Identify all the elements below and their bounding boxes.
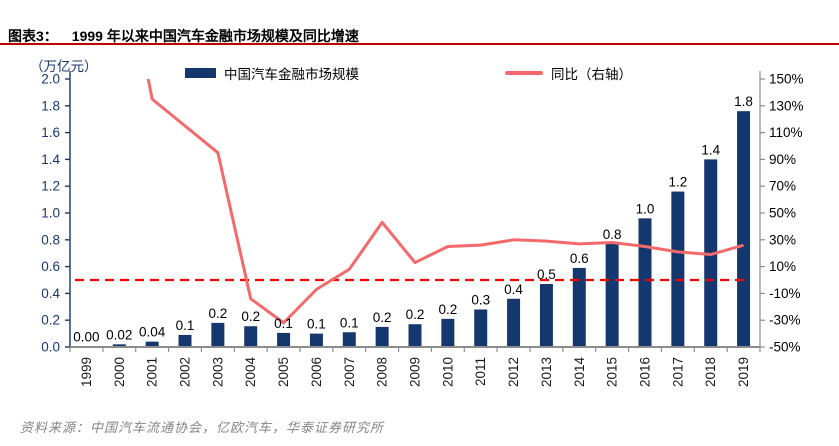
bar-data-label-2008: 0.2 — [373, 310, 392, 325]
legend-bar-label: 中国汽车金融市场规模 — [224, 67, 359, 82]
bar-data-label-2012: 0.4 — [504, 282, 523, 297]
x-axis-label-2011: 2011 — [473, 357, 488, 386]
figure-label: 图表3： — [8, 28, 58, 44]
x-axis-label-2005: 2005 — [276, 357, 291, 387]
bar-2013 — [539, 284, 553, 347]
x-axis-label-2015: 2015 — [605, 357, 620, 387]
yoy-line-series — [146, 79, 744, 325]
bar-2011 — [474, 309, 488, 347]
bar-data-label-2011: 0.3 — [471, 292, 490, 307]
left-axis-tick-label: 2.0 — [41, 72, 60, 87]
left-axis-unit-label: （万亿元） — [30, 59, 98, 74]
bar-2005 — [277, 332, 291, 347]
right-axis-tick-label: 50% — [769, 206, 796, 221]
bar-data-label-2005: 0.1 — [274, 316, 293, 331]
bar-2010 — [441, 318, 455, 347]
x-axis-label-2001: 2001 — [145, 357, 160, 387]
bar-series-swatch-icon — [185, 68, 216, 78]
legend-item-yoy: 同比（右轴） — [505, 63, 632, 83]
bar-2014 — [572, 267, 586, 347]
left-axis-tick-label: 0.2 — [41, 313, 60, 328]
chart-title: 图表3： 1999 年以来中国汽车金融市场规模及同比增速 — [8, 26, 838, 44]
x-axis-label-1999: 1999 — [79, 357, 94, 387]
bar-2003 — [211, 322, 225, 347]
x-axis-label-2006: 2006 — [309, 357, 324, 387]
x-axis-label-2018: 2018 — [703, 357, 718, 387]
x-axis-label-2007: 2007 — [342, 357, 357, 387]
right-axis-tick-label: 130% — [769, 98, 804, 113]
right-axis-tick-label: 150% — [769, 72, 804, 87]
left-axis-tick-label: 0.8 — [41, 232, 60, 247]
bar-2007 — [342, 332, 356, 347]
right-axis-tick-label: -50% — [769, 340, 801, 355]
right-axis-tick-label: 10% — [769, 259, 796, 274]
bar-data-label-2019: 1.8 — [734, 94, 753, 109]
bar-2001 — [145, 341, 159, 347]
x-axis-label-2016: 2016 — [638, 357, 653, 387]
right-axis-tick-label: 70% — [769, 179, 796, 194]
bar-data-label-2014: 0.6 — [570, 251, 589, 266]
right-axis-tick-label: 90% — [769, 152, 796, 167]
bar-data-label-1999: 0.00 — [73, 329, 99, 344]
bar-2019 — [737, 111, 751, 347]
left-axis-tick-label: 1.2 — [41, 179, 60, 194]
left-axis-tick-label: 1.0 — [41, 206, 60, 221]
line-series-swatch-icon — [505, 71, 543, 75]
bar-data-label-2006: 0.1 — [307, 317, 326, 332]
bar-2002 — [178, 334, 192, 347]
x-axis-label-2000: 2000 — [112, 357, 127, 387]
x-axis-label-2009: 2009 — [408, 357, 423, 387]
bar-2008 — [375, 326, 389, 347]
bar-2017 — [671, 191, 685, 347]
x-axis-label-2014: 2014 — [572, 357, 587, 388]
left-axis-tick-label: 0.6 — [41, 259, 60, 274]
title-underline — [0, 43, 839, 45]
left-axis-tick-label: 0.4 — [41, 286, 60, 301]
source-note: 资料来源：中国汽车流通协会，亿欧汽车，华泰证券研究所 — [20, 420, 385, 435]
x-axis-label-2017: 2017 — [670, 357, 685, 387]
bar-2016 — [638, 218, 652, 347]
bar-data-label-2001: 0.04 — [139, 325, 166, 340]
x-axis-label-2012: 2012 — [506, 357, 521, 387]
bar-data-label-2013: 0.5 — [537, 267, 556, 282]
bar-data-label-2015: 0.8 — [603, 227, 622, 242]
bar-data-label-2018: 1.4 — [701, 142, 720, 157]
x-axis-label-2003: 2003 — [210, 357, 225, 387]
bar-data-label-2017: 1.2 — [668, 175, 687, 190]
right-axis-tick-label: -30% — [769, 313, 801, 328]
right-axis-tick-label: 30% — [769, 232, 796, 247]
bar-data-label-2016: 1.0 — [636, 201, 655, 216]
chart-plot-area: 0.0 0.2 0.4 0.6 0.8 1.0 1.2 1.4 1.6 1.8 2.0 -50% -30… — [41, 71, 804, 388]
right-axis-tick-label: 110% — [769, 125, 803, 140]
x-axis-label-2002: 2002 — [178, 357, 193, 387]
figure-title-text: 1999 年以来中国汽车金融市场规模及同比增速 — [71, 28, 359, 44]
legend-line-label: 同比（右轴） — [551, 67, 632, 82]
bar-2009 — [408, 324, 422, 347]
left-axis-tick-label: 0.0 — [41, 340, 60, 355]
left-axis-tick-label: 1.4 — [41, 152, 60, 167]
bar-2012 — [507, 298, 521, 347]
x-axis-label-2004: 2004 — [243, 357, 258, 388]
bar-2006 — [309, 333, 323, 347]
x-axis-label-2019: 2019 — [736, 357, 751, 387]
x-axis-label-2013: 2013 — [539, 357, 554, 387]
bar-data-label-2009: 0.2 — [406, 307, 425, 322]
bar-2000 — [112, 344, 126, 347]
bar-data-label-2003: 0.2 — [208, 306, 227, 321]
bar-data-label-2010: 0.2 — [438, 302, 457, 317]
legend-item-market-size: 中国汽车金融市场规模 — [185, 63, 359, 83]
x-axis-label-2010: 2010 — [440, 357, 455, 387]
bar-data-label-2002: 0.1 — [176, 318, 195, 333]
bar-2004 — [244, 326, 258, 347]
bar-data-label-2004: 0.2 — [241, 309, 260, 324]
x-axis-label-2008: 2008 — [375, 357, 390, 387]
left-axis-tick-label: 1.6 — [41, 125, 60, 140]
bar-data-label-2007: 0.1 — [340, 315, 359, 330]
right-axis-tick-label: -10% — [769, 286, 801, 301]
left-axis-tick-label: 1.8 — [41, 98, 60, 113]
bar-data-label-2000: 0.02 — [106, 327, 132, 342]
bar-2015 — [605, 243, 619, 347]
